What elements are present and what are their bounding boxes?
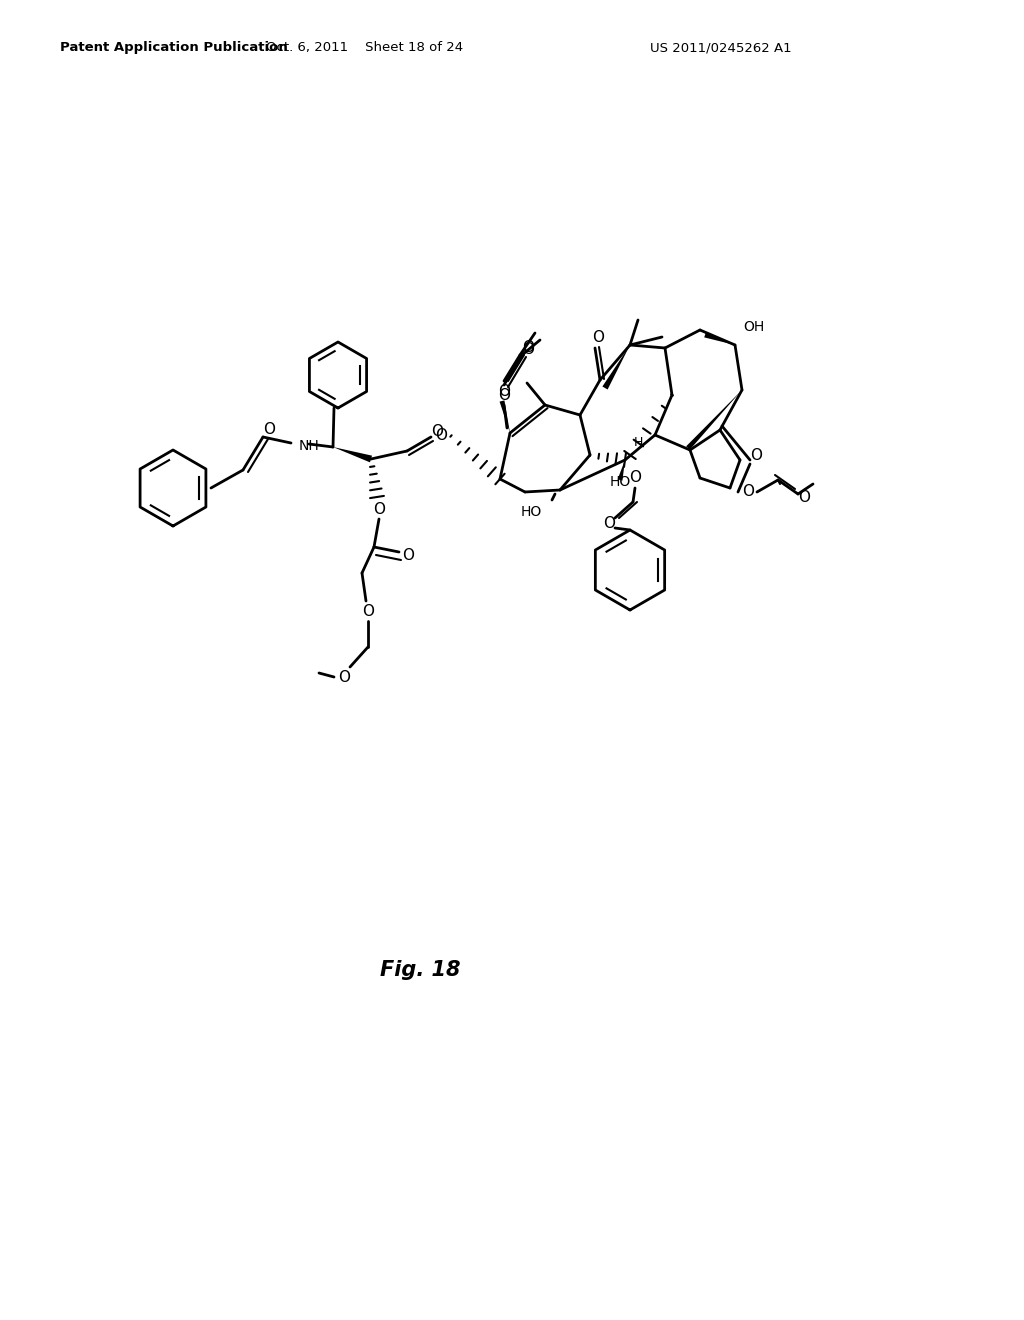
- Text: O: O: [629, 470, 641, 486]
- Text: O: O: [263, 422, 275, 437]
- Text: O: O: [498, 388, 510, 403]
- Text: O: O: [373, 502, 385, 516]
- Polygon shape: [333, 447, 372, 462]
- Text: O: O: [522, 339, 534, 355]
- Text: Oct. 6, 2011    Sheet 18 of 24: Oct. 6, 2011 Sheet 18 of 24: [266, 41, 464, 54]
- Text: O: O: [498, 384, 510, 399]
- Text: Fig. 18: Fig. 18: [380, 960, 460, 979]
- Text: O: O: [338, 669, 350, 685]
- Text: H: H: [634, 437, 643, 450]
- Polygon shape: [686, 389, 742, 450]
- Text: O: O: [522, 342, 534, 356]
- Polygon shape: [705, 333, 735, 345]
- Text: O: O: [431, 424, 443, 438]
- Polygon shape: [602, 345, 630, 389]
- Text: NH: NH: [299, 440, 319, 453]
- Text: O: O: [798, 490, 810, 504]
- Text: O: O: [435, 429, 447, 444]
- Text: O: O: [592, 330, 604, 345]
- Text: O: O: [362, 603, 374, 619]
- Text: HO: HO: [521, 506, 542, 519]
- Text: HO: HO: [609, 475, 631, 488]
- Text: Patent Application Publication: Patent Application Publication: [60, 41, 288, 54]
- Polygon shape: [617, 459, 625, 480]
- Text: OH: OH: [743, 319, 764, 334]
- Text: O: O: [750, 447, 762, 462]
- Text: O: O: [742, 484, 754, 499]
- Text: O: O: [402, 548, 414, 562]
- Text: O: O: [603, 516, 615, 532]
- Polygon shape: [500, 400, 510, 433]
- Text: US 2011/0245262 A1: US 2011/0245262 A1: [650, 41, 792, 54]
